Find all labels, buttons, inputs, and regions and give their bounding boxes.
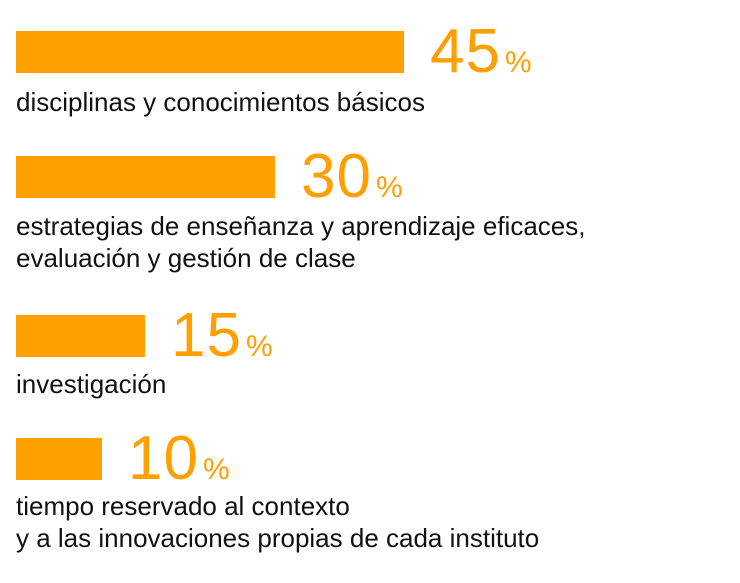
category-label-line: estrategias de enseñanza y aprendizaje e… (16, 211, 586, 241)
category-label: tiempo reservado al contexto y a las inno… (16, 490, 716, 554)
bar (16, 156, 275, 198)
percent-sign: % (202, 453, 230, 486)
category-label-line: investigación (16, 369, 167, 399)
percent-sign: % (375, 171, 403, 204)
value-number: 10 (128, 424, 199, 493)
category-label: disciplinas y conocimientos básicos (16, 86, 716, 118)
value-label: 10% (128, 426, 230, 492)
category-label-line: tiempo reservado al contexto (16, 491, 350, 521)
value-label: 30% (301, 144, 403, 210)
category-label-line: y a las innovaciones propias de cada ins… (16, 523, 540, 553)
percent-sign: % (504, 46, 532, 79)
value-label: 15% (171, 303, 273, 369)
percent-sign: % (245, 330, 273, 363)
bar (16, 438, 102, 480)
value-number: 15 (171, 301, 242, 370)
bar (16, 31, 404, 73)
category-label: estrategias de enseñanza y aprendizaje e… (16, 210, 716, 274)
category-label-line: evaluación y gestión de clase (16, 243, 356, 273)
category-label: investigación (16, 368, 716, 400)
value-number: 30 (301, 142, 372, 211)
bar (16, 315, 145, 357)
value-number: 45 (430, 17, 501, 86)
value-label: 45% (430, 19, 532, 85)
category-label-line: disciplinas y conocimientos básicos (16, 87, 425, 117)
